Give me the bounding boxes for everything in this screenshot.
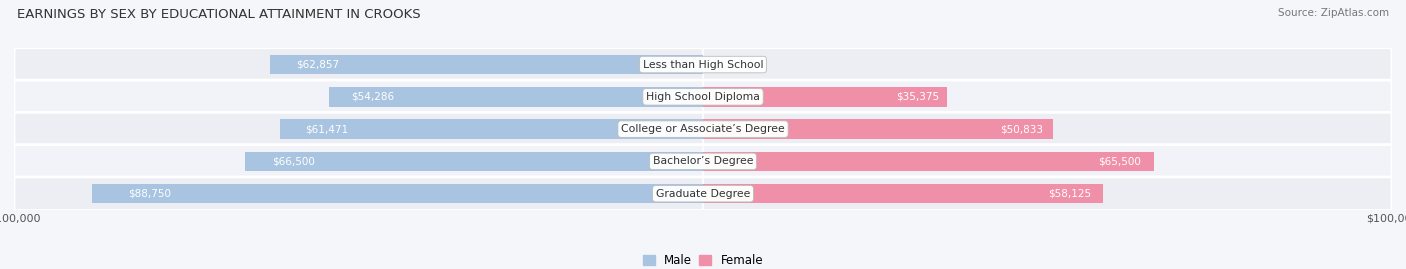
FancyBboxPatch shape	[14, 177, 1392, 210]
Legend: Male, Female: Male, Female	[638, 249, 768, 269]
Text: $54,286: $54,286	[352, 92, 395, 102]
Text: Less than High School: Less than High School	[643, 59, 763, 70]
Bar	[270, 55, 703, 74]
Text: $88,750: $88,750	[128, 189, 172, 199]
Text: Source: ZipAtlas.com: Source: ZipAtlas.com	[1278, 8, 1389, 18]
Bar	[703, 87, 946, 107]
FancyBboxPatch shape	[14, 145, 1392, 178]
Text: $65,500: $65,500	[1098, 156, 1140, 167]
Text: $0: $0	[731, 59, 744, 70]
Text: $50,833: $50,833	[1000, 124, 1043, 134]
Text: High School Diploma: High School Diploma	[647, 92, 759, 102]
Bar	[703, 152, 1154, 171]
Text: College or Associate’s Degree: College or Associate’s Degree	[621, 124, 785, 134]
Text: $35,375: $35,375	[896, 92, 939, 102]
Bar	[703, 184, 1104, 203]
Bar	[245, 152, 703, 171]
Bar	[280, 119, 703, 139]
Text: $62,857: $62,857	[295, 59, 339, 70]
Text: Graduate Degree: Graduate Degree	[655, 189, 751, 199]
Text: Bachelor’s Degree: Bachelor’s Degree	[652, 156, 754, 167]
FancyBboxPatch shape	[14, 112, 1392, 146]
Bar	[703, 119, 1053, 139]
Text: $66,500: $66,500	[273, 156, 315, 167]
Text: $58,125: $58,125	[1049, 189, 1091, 199]
Text: $61,471: $61,471	[305, 124, 349, 134]
Bar	[91, 184, 703, 203]
FancyBboxPatch shape	[14, 80, 1392, 114]
Text: EARNINGS BY SEX BY EDUCATIONAL ATTAINMENT IN CROOKS: EARNINGS BY SEX BY EDUCATIONAL ATTAINMEN…	[17, 8, 420, 21]
FancyBboxPatch shape	[14, 48, 1392, 81]
Bar	[329, 87, 703, 107]
